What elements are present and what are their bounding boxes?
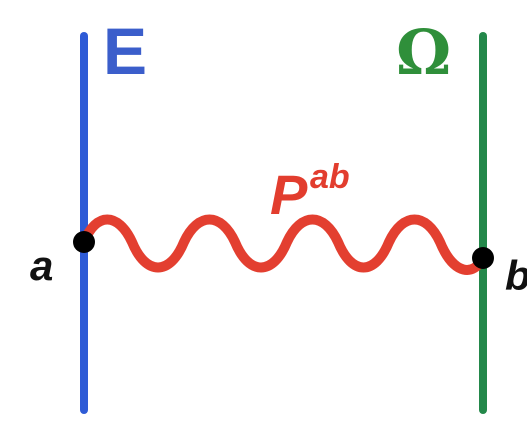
point-b-label: b [505,255,527,297]
point-a-dot [73,231,95,253]
propagator-wave [79,214,488,275]
propagator-superscript: ab [310,158,350,196]
point-b-dot [472,247,494,269]
propagator-label: P [270,163,308,226]
right-space-label: Ω [396,16,452,89]
point-a-label: a [30,242,54,289]
left-space-label: E [103,14,148,88]
